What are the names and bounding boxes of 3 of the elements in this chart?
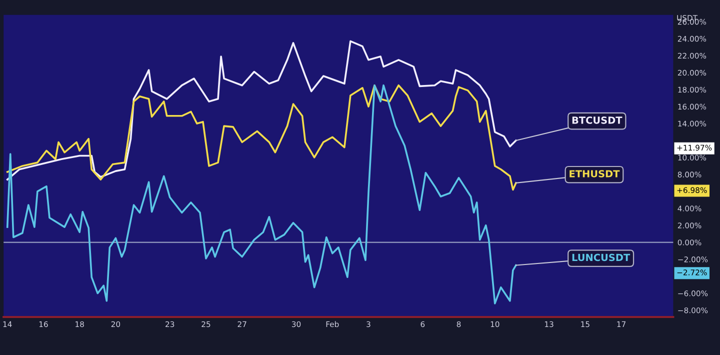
text: ETHUSDT [570, 170, 620, 178]
text: LUNCUSDT [572, 254, 630, 262]
text: BTCUSDT [572, 116, 622, 124]
